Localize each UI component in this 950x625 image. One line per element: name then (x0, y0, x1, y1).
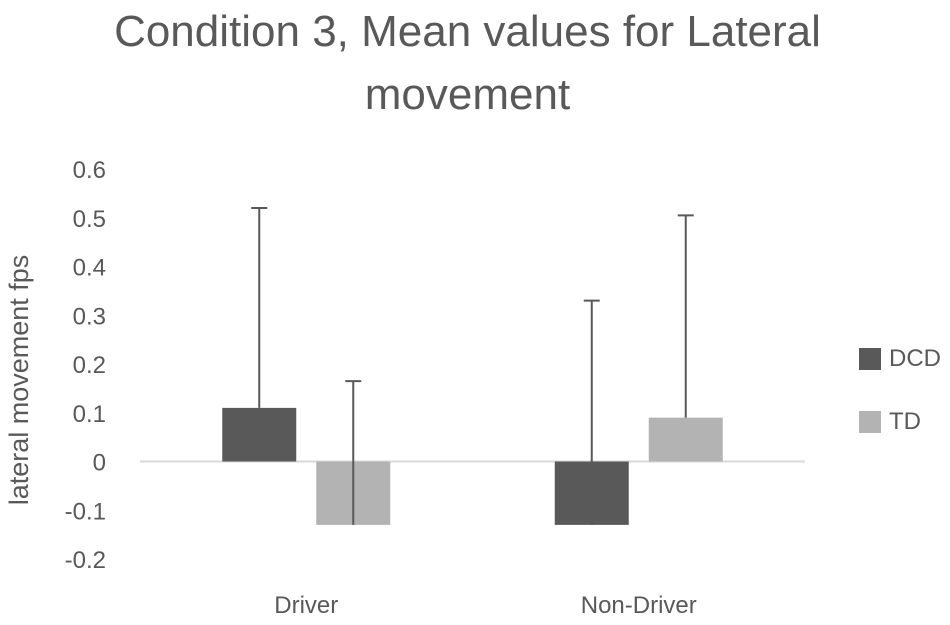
bars (222, 407, 723, 525)
error-bar (345, 380, 362, 525)
x-tick-label: Non-Driver (581, 592, 697, 619)
legend-swatch-dcd (859, 348, 881, 370)
x-axis-labels: Driver Non-Driver (274, 592, 697, 619)
y-tick-label: 0.1 (73, 401, 106, 428)
legend-item-td: TD (859, 408, 921, 436)
legend-item-dcd: DCD (859, 345, 941, 373)
chart-title-line-1: Condition 3, Mean values for Lateral (114, 7, 821, 56)
legend-swatch-td (859, 411, 881, 433)
y-axis-label: lateral movement fps (4, 255, 34, 506)
y-tick-label: 0.2 (73, 352, 106, 379)
y-tick-label: -0.2 (65, 547, 106, 574)
y-tick-label: 0 (93, 450, 106, 477)
legend-label-td: TD (889, 408, 921, 435)
y-tick-label: 0.4 (73, 255, 106, 282)
x-tick-label: Driver (274, 592, 338, 619)
y-axis-ticks: 0.6 0.5 0.4 0.3 0.2 0.1 0 -0.1 -0.2 (65, 157, 106, 574)
chart-title-line-2: movement (364, 70, 571, 119)
y-tick-label: -0.1 (65, 498, 106, 525)
bar-dcd-driver (222, 407, 297, 462)
error-bar (251, 207, 268, 408)
bar-td-non-driver (648, 417, 723, 462)
y-tick-label: 0.3 (73, 303, 106, 330)
y-tick-label: 0.6 (73, 157, 106, 184)
error-bars (251, 207, 694, 525)
error-bar (583, 299, 600, 525)
y-tick-label: 0.5 (73, 206, 106, 233)
error-bar (677, 214, 694, 418)
legend-label-dcd: DCD (889, 345, 941, 372)
